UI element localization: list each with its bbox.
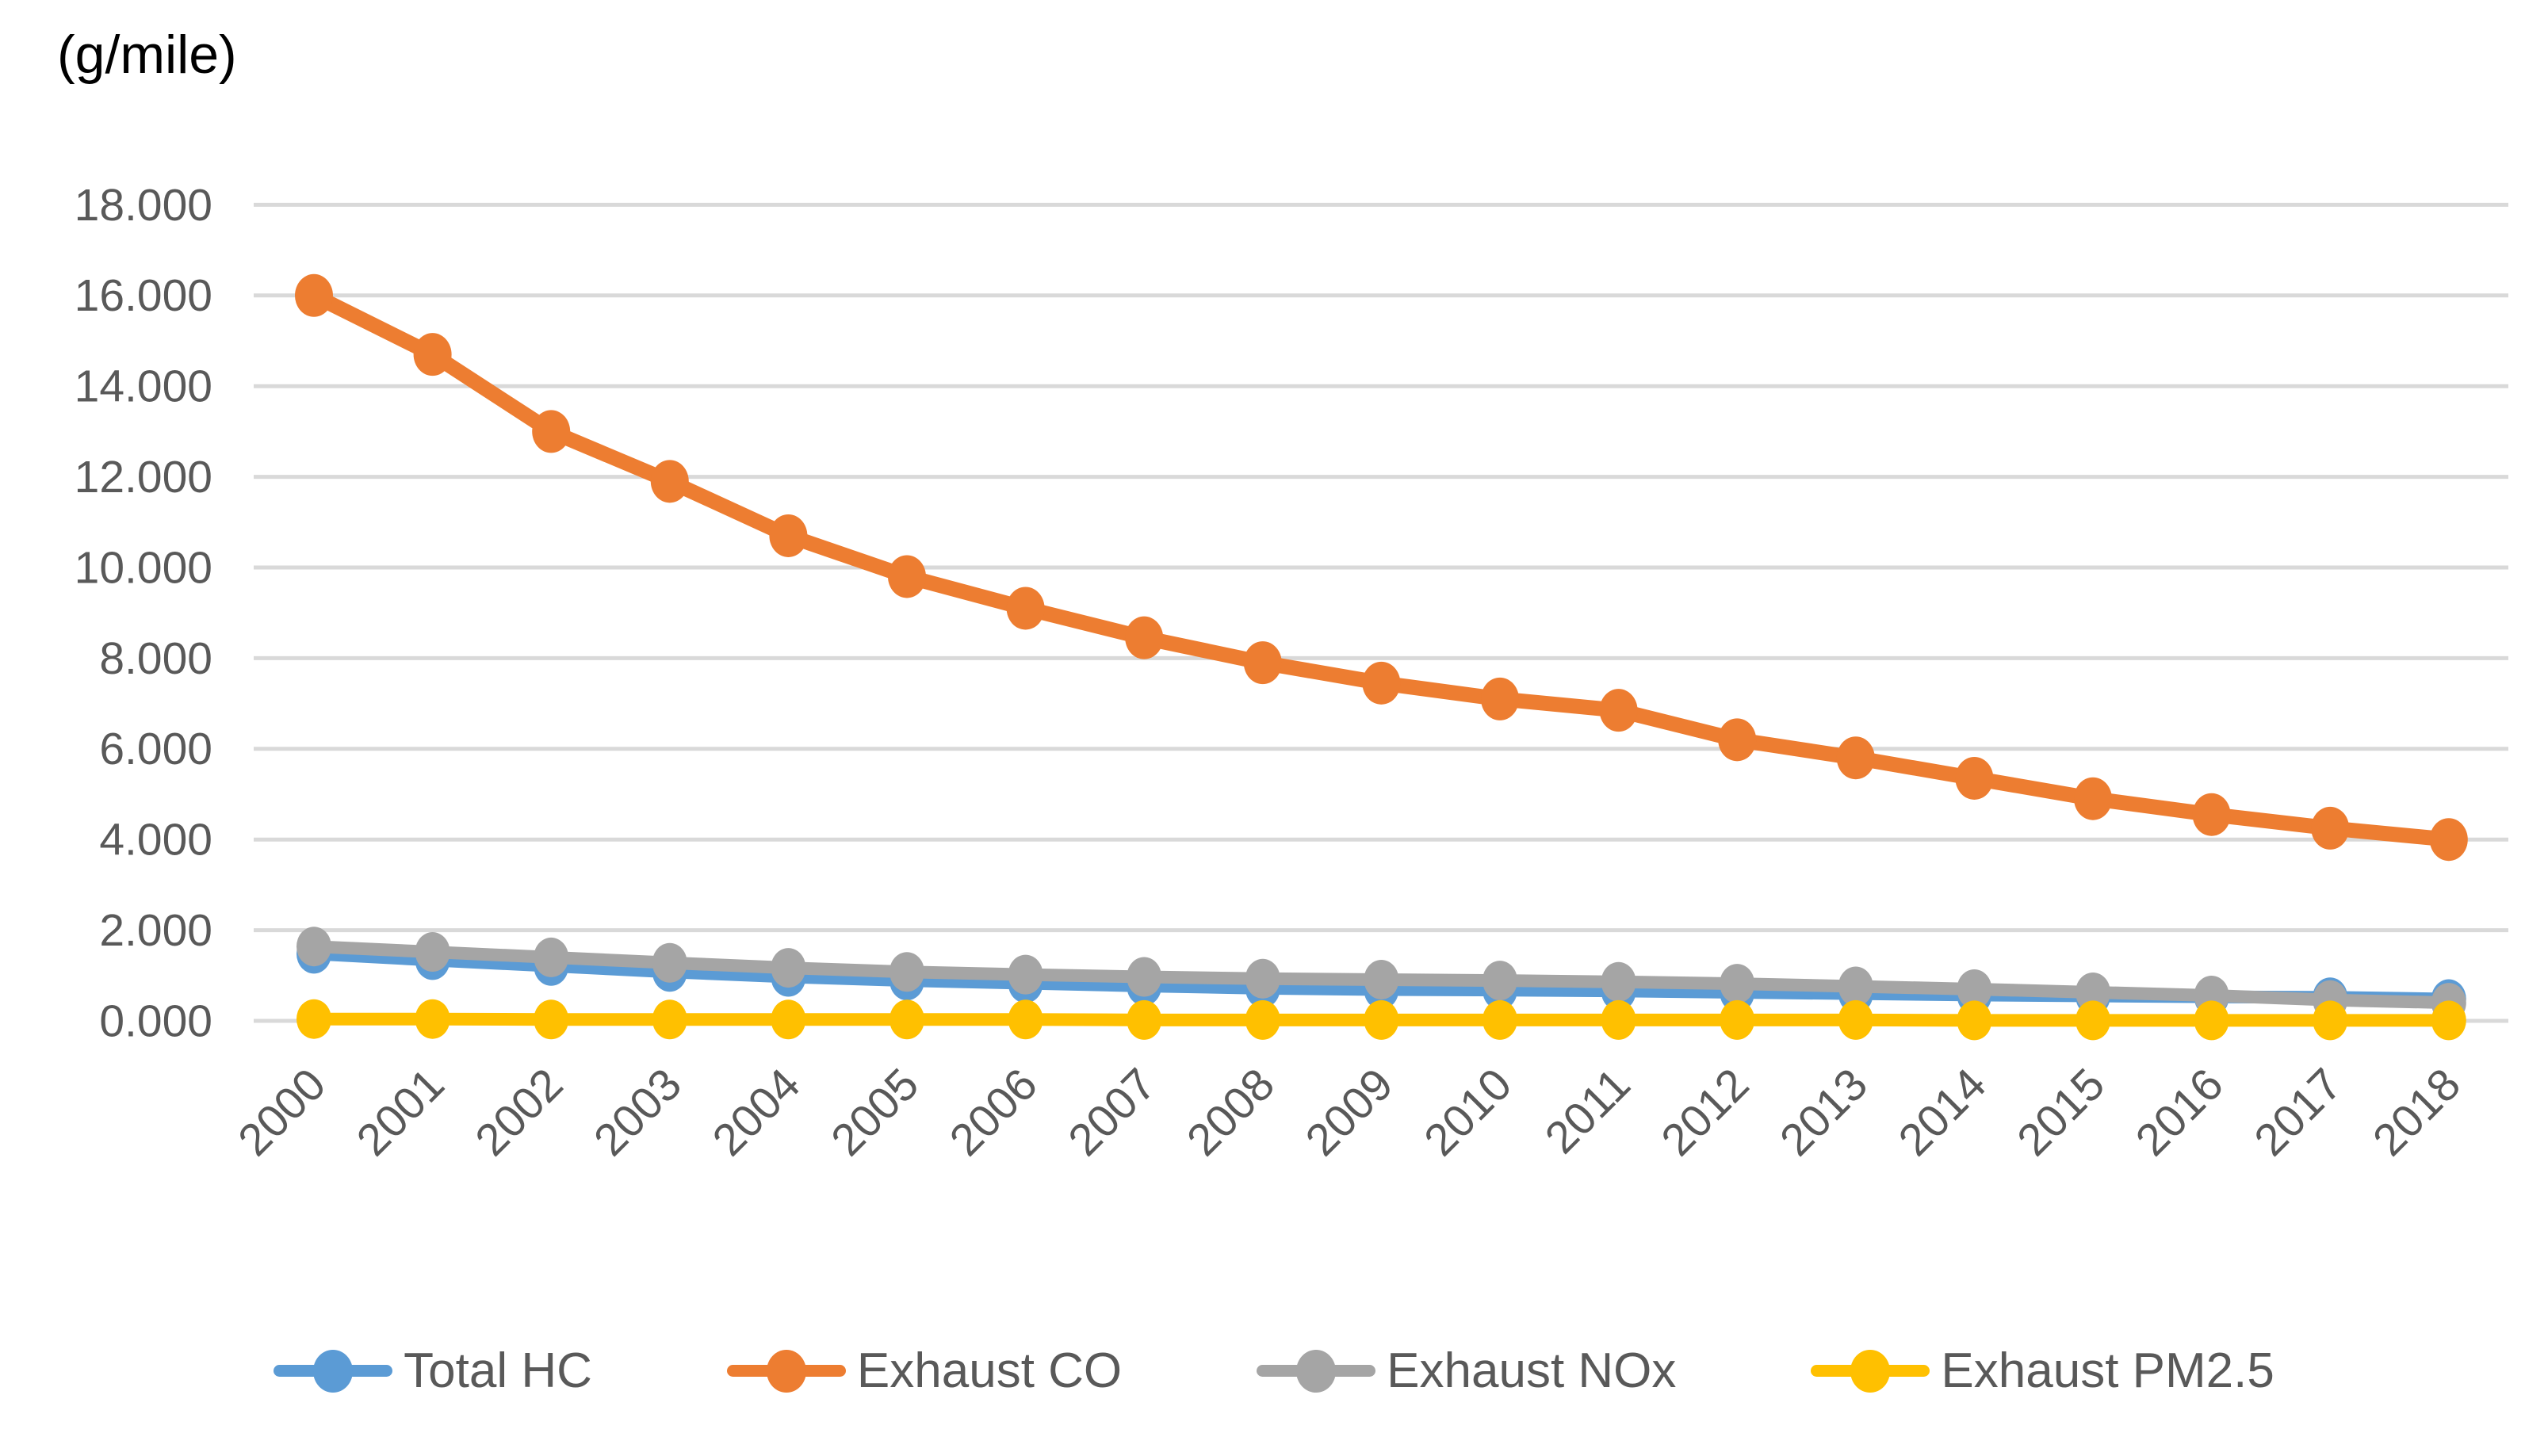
data-point-marker bbox=[1125, 616, 1164, 659]
legend-item-exhaust-nox: Exhaust NOx bbox=[1257, 1343, 1676, 1399]
data-point-marker bbox=[2074, 777, 2112, 820]
data-point-marker bbox=[1720, 964, 1755, 1004]
y-axis-tick-label: 0.000 bbox=[99, 996, 212, 1046]
y-axis-tick-label: 18.000 bbox=[75, 180, 212, 231]
data-point-marker bbox=[1836, 736, 1875, 780]
data-point-marker bbox=[2313, 1000, 2348, 1041]
data-point-marker bbox=[1718, 718, 1757, 762]
y-axis-tick-label: 4.000 bbox=[99, 815, 212, 866]
data-point-marker bbox=[1127, 999, 1162, 1040]
data-point-marker bbox=[297, 999, 331, 1039]
data-point-marker bbox=[534, 999, 569, 1040]
data-point-marker bbox=[771, 948, 806, 988]
x-axis-tick-label: 2018 bbox=[2363, 1059, 2470, 1166]
x-axis-tick-label: 2006 bbox=[940, 1059, 1047, 1166]
x-axis-tick-label: 2001 bbox=[347, 1059, 454, 1166]
x-axis-tick-label: 2000 bbox=[228, 1059, 335, 1166]
data-point-marker bbox=[652, 999, 687, 1040]
data-point-marker bbox=[1957, 969, 1992, 1009]
data-point-marker bbox=[2076, 972, 2110, 1012]
data-point-marker bbox=[2311, 806, 2350, 850]
legend-item-exhaust-co: Exhaust CO bbox=[726, 1343, 1123, 1399]
data-point-marker bbox=[2076, 1000, 2110, 1041]
data-point-marker bbox=[1957, 1000, 1992, 1041]
data-point-marker bbox=[295, 273, 333, 317]
x-axis-tick-label: 2012 bbox=[1651, 1059, 1758, 1166]
data-point-marker bbox=[888, 555, 926, 598]
data-point-marker bbox=[415, 932, 450, 973]
data-point-marker bbox=[1245, 958, 1280, 999]
data-point-marker bbox=[650, 460, 689, 503]
chart-legend: Total HC Exhaust CO Exhaust NOx Exhaust … bbox=[0, 1343, 2548, 1399]
y-axis-tick-label: 6.000 bbox=[99, 724, 212, 774]
data-point-marker bbox=[415, 999, 450, 1039]
x-axis-tick-label: 2015 bbox=[2007, 1059, 2114, 1166]
legend-item-exhaust-pm25: Exhaust PM2.5 bbox=[1811, 1343, 2274, 1399]
data-point-marker bbox=[2194, 1000, 2229, 1041]
x-axis-tick-label: 2007 bbox=[1058, 1059, 1165, 1166]
data-point-marker bbox=[1481, 677, 1519, 720]
x-axis-tick-label: 2002 bbox=[465, 1059, 572, 1166]
y-axis-unit-title: (g/mile) bbox=[57, 25, 237, 85]
legend-label-total-hc: Total HC bbox=[404, 1343, 592, 1398]
legend-label-exhaust-pm25: Exhaust PM2.5 bbox=[1941, 1343, 2274, 1398]
data-point-marker bbox=[652, 942, 687, 983]
data-point-marker bbox=[1008, 954, 1043, 995]
x-axis-tick-label: 2003 bbox=[584, 1059, 691, 1166]
data-point-marker bbox=[534, 937, 569, 977]
x-axis-tick-label: 2013 bbox=[1770, 1059, 1877, 1166]
data-point-marker bbox=[769, 514, 808, 557]
data-point-marker bbox=[1955, 756, 1994, 800]
data-point-marker bbox=[1245, 999, 1280, 1040]
data-point-marker bbox=[2429, 818, 2468, 862]
legend-item-total-hc: Total HC bbox=[274, 1343, 592, 1399]
legend-marker-exhaust-pm25-icon bbox=[1811, 1349, 1930, 1393]
legend-label-exhaust-nox: Exhaust NOx bbox=[1387, 1343, 1677, 1398]
x-axis-tick-label: 2010 bbox=[1414, 1059, 1521, 1166]
data-point-marker bbox=[2431, 1000, 2466, 1041]
data-point-marker bbox=[1838, 999, 1873, 1040]
y-axis-tick-label: 10.000 bbox=[75, 542, 212, 593]
data-point-marker bbox=[1364, 999, 1399, 1040]
data-point-marker bbox=[1127, 957, 1162, 997]
data-point-marker bbox=[297, 927, 331, 967]
x-axis-tick-label: 2014 bbox=[1889, 1059, 1996, 1166]
data-point-marker bbox=[1483, 999, 1517, 1040]
data-point-marker bbox=[2192, 793, 2231, 836]
x-axis-tick-label: 2005 bbox=[821, 1059, 928, 1166]
data-point-marker bbox=[1838, 966, 1873, 1007]
x-axis-tick-label: 2011 bbox=[1536, 1059, 1640, 1164]
legend-label-exhaust-co: Exhaust CO bbox=[856, 1343, 1123, 1398]
data-point-marker bbox=[1601, 961, 1636, 1002]
y-axis-tick-label: 2.000 bbox=[99, 905, 212, 956]
data-point-marker bbox=[890, 999, 924, 1040]
legend-marker-exhaust-co-icon bbox=[726, 1349, 846, 1393]
y-axis-tick-label: 16.000 bbox=[75, 270, 212, 321]
x-axis-tick-label: 2017 bbox=[2244, 1059, 2351, 1166]
data-point-marker bbox=[890, 952, 924, 992]
x-axis-tick-label: 2009 bbox=[1296, 1059, 1403, 1166]
y-axis-tick-label: 12.000 bbox=[75, 452, 212, 503]
data-point-marker bbox=[1006, 587, 1045, 630]
legend-marker-total-hc-icon bbox=[274, 1349, 393, 1393]
y-axis-tick-label: 8.000 bbox=[99, 633, 212, 684]
data-point-marker bbox=[413, 333, 452, 376]
data-point-marker bbox=[532, 410, 571, 453]
x-axis-tick-label: 2008 bbox=[1177, 1059, 1284, 1166]
data-point-marker bbox=[1599, 689, 1638, 732]
x-axis-tick-label: 2004 bbox=[703, 1059, 810, 1166]
data-point-marker bbox=[771, 999, 806, 1040]
data-point-marker bbox=[1364, 959, 1399, 999]
x-axis-tick-label: 2016 bbox=[2126, 1059, 2233, 1166]
legend-marker-exhaust-nox-icon bbox=[1257, 1349, 1376, 1393]
data-point-marker bbox=[1601, 999, 1636, 1040]
data-point-marker bbox=[1362, 661, 1401, 705]
data-point-marker bbox=[1008, 999, 1043, 1040]
data-point-marker bbox=[1243, 641, 1282, 685]
data-point-marker bbox=[1483, 961, 1517, 1001]
data-point-marker bbox=[1720, 999, 1755, 1040]
y-axis-tick-label: 14.000 bbox=[75, 361, 212, 412]
